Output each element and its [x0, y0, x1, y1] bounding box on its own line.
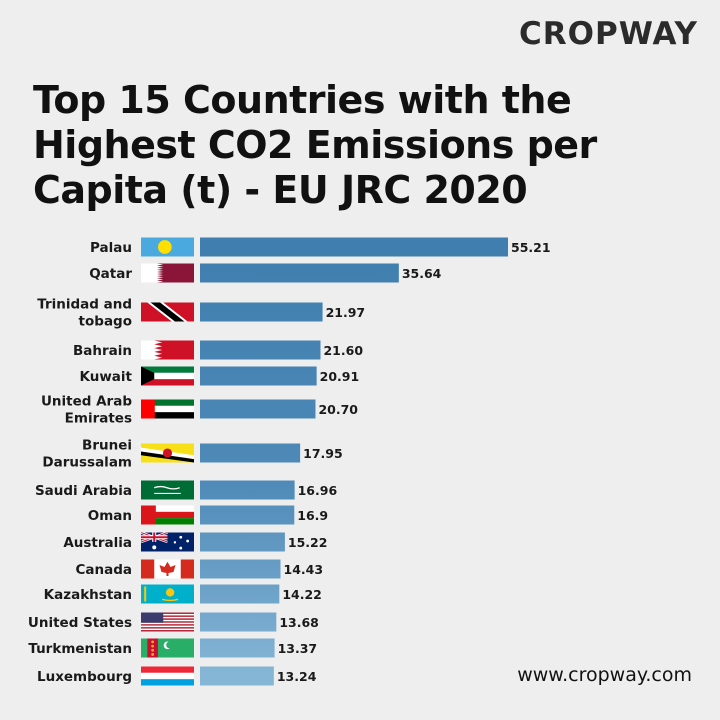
category-label: tobago	[79, 314, 132, 330]
bar	[200, 480, 295, 500]
category-label: Oman	[88, 508, 132, 524]
chart-row: Oman 16.9	[88, 505, 328, 525]
value-label: 13.37	[278, 641, 318, 656]
chart-row: Bahrain 21.60	[73, 340, 363, 360]
kuwait-flag-icon	[141, 366, 194, 386]
value-label: 20.91	[320, 369, 360, 384]
chart-row: Palau 55.21	[90, 237, 551, 257]
uae-flag-icon	[141, 399, 194, 419]
value-label: 13.24	[277, 669, 317, 684]
value-label: 14.43	[284, 562, 324, 577]
category-label: Qatar	[89, 266, 132, 282]
bar	[200, 443, 301, 463]
bar	[200, 263, 399, 283]
category-label: Brunei	[82, 438, 132, 454]
united-states-flag-icon	[141, 612, 194, 632]
bar	[200, 302, 323, 322]
value-label: 21.97	[326, 305, 366, 320]
category-label: Kuwait	[80, 369, 133, 385]
chart-row: Kazakhstan 14.22	[44, 584, 322, 604]
category-label: Luxembourg	[37, 669, 132, 685]
category-label: Canada	[75, 562, 132, 578]
chart-row: Australia 15.22	[63, 532, 328, 552]
cropway-logo: CROPWAY	[519, 16, 698, 52]
bar	[200, 505, 295, 525]
website-url: www.cropway.com	[517, 664, 692, 686]
bar	[200, 399, 316, 419]
turkmenistan-flag-icon	[141, 638, 194, 658]
bahrain-flag-icon	[141, 340, 194, 360]
category-label: Saudi Arabia	[35, 483, 132, 499]
bar	[200, 666, 274, 686]
bar	[200, 638, 275, 658]
chart-row: Qatar 35.64	[89, 263, 442, 283]
value-label: 21.60	[323, 343, 363, 358]
value-label: 55.21	[511, 240, 551, 255]
trinidad-and-tobago-flag-icon	[141, 302, 194, 322]
category-label: Darussalam	[42, 455, 132, 471]
saudi-arabia-flag-icon	[141, 480, 194, 500]
bar	[200, 532, 285, 552]
chart-row: Canada 14.43	[75, 559, 324, 579]
chart-row: Luxembourg 13.24	[37, 666, 317, 686]
palau-flag-icon	[141, 237, 194, 257]
value-label: 15.22	[288, 535, 328, 550]
category-label: Kazakhstan	[44, 587, 132, 603]
category-label: Bahrain	[73, 343, 132, 359]
category-label: United Arab	[41, 394, 132, 410]
value-label: 35.64	[402, 266, 442, 281]
oman-flag-icon	[141, 505, 194, 525]
category-label: Turkmenistan	[28, 641, 132, 657]
category-label: United States	[28, 615, 132, 631]
value-label: 20.70	[318, 402, 358, 417]
bar	[200, 612, 277, 632]
bar	[200, 366, 317, 386]
value-label: 16.9	[297, 508, 328, 523]
category-label: Emirates	[65, 411, 132, 427]
value-label: 16.96	[298, 483, 338, 498]
category-label: Australia	[63, 535, 132, 551]
bar	[200, 559, 281, 579]
bar	[200, 237, 508, 257]
brunei-flag-icon	[141, 443, 194, 463]
value-label: 14.22	[282, 587, 322, 602]
chart-row: Saudi Arabia 16.96	[35, 480, 338, 500]
canada-flag-icon	[141, 559, 194, 579]
category-label: Trinidad and	[37, 297, 132, 313]
bar	[200, 340, 321, 360]
chart-row: United States 13.68	[28, 612, 319, 632]
australia-flag-icon	[141, 532, 194, 552]
qatar-flag-icon	[141, 263, 194, 283]
kazakhstan-flag-icon	[141, 584, 194, 604]
value-label: 13.68	[279, 615, 319, 630]
category-label: Palau	[90, 240, 132, 256]
bar	[200, 584, 280, 604]
value-label: 17.95	[303, 446, 343, 461]
luxembourg-flag-icon	[141, 666, 194, 686]
chart-title: Top 15 Countries with the Highest CO2 Em…	[33, 78, 597, 212]
chart-row: Kuwait 20.91	[80, 366, 360, 386]
chart-row: Turkmenistan 13.37	[28, 638, 318, 658]
